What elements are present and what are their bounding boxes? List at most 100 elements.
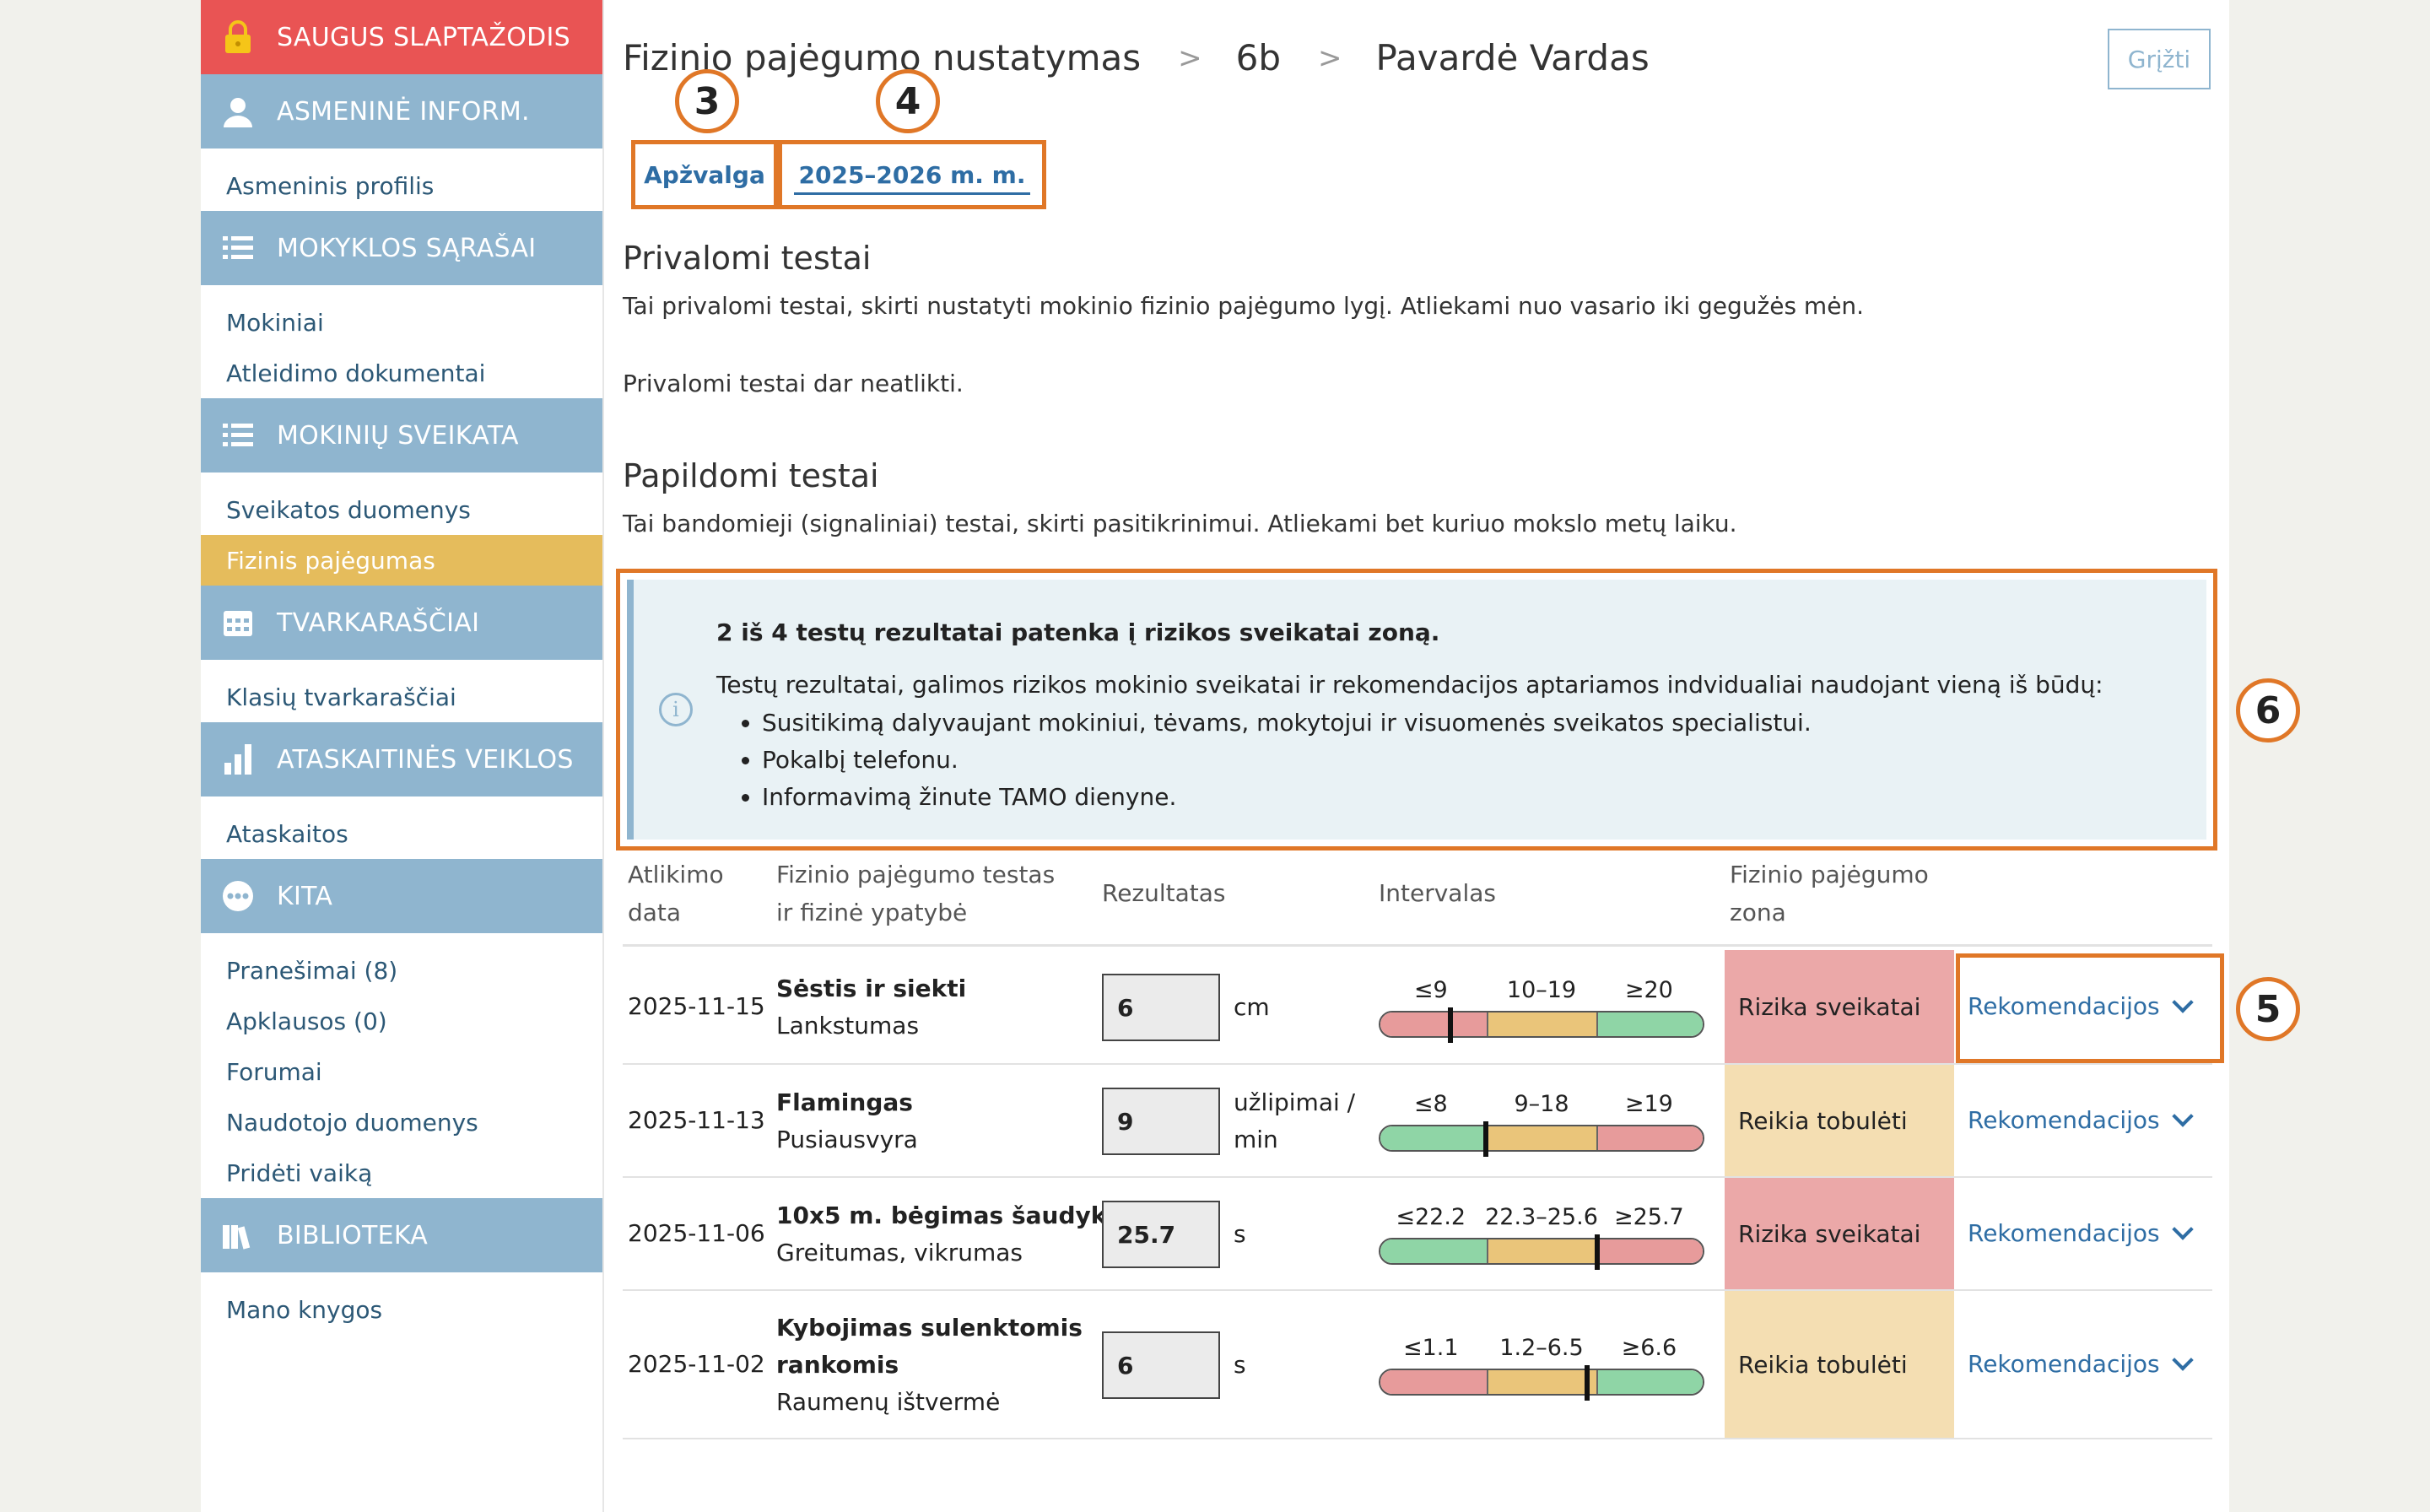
recommendations-label: Rekomendacijos xyxy=(1968,1106,2160,1134)
mandatory-tests-status: Privalomi testai dar neatlikti. xyxy=(623,370,964,397)
sidebar-section-label: ASMENINĖ INFORM. xyxy=(277,96,530,127)
result-unit: s xyxy=(1234,1347,1246,1384)
interval-label: ≥6.6 xyxy=(1621,1335,1677,1361)
header-test-line: Fizinio pajėgumo testas xyxy=(776,861,1056,888)
user-icon xyxy=(219,93,256,130)
unit-line: užlipimai / xyxy=(1234,1088,1356,1116)
interval-segment xyxy=(1596,1370,1703,1394)
annotation-marker-3: 3 xyxy=(675,69,739,133)
tab-school-year[interactable]: 2025–2026 m. m. xyxy=(778,140,1046,209)
sidebar-item[interactable]: Naudotojo duomenys xyxy=(226,1108,478,1137)
chevron-down-icon xyxy=(2171,1104,2194,1127)
sidebar-item[interactable]: Klasių tvarkaraščiai xyxy=(226,683,456,711)
recommendations-label: Rekomendacijos xyxy=(1968,992,2160,1020)
header-interval: Intervalas xyxy=(1379,879,1496,907)
recommendations-toggle[interactable]: Rekomendacijos xyxy=(1968,1348,2194,1378)
result-unit: cm xyxy=(1234,989,1270,1026)
interval-bar xyxy=(1379,1238,1704,1265)
test-quality: Raumenų ištvermė xyxy=(776,1388,1001,1416)
row-date: 2025-11-02 xyxy=(628,1350,765,1378)
sidebar-section-6[interactable]: BIBLIOTEKA xyxy=(201,1198,602,1272)
bar-chart-icon xyxy=(219,741,256,778)
result-input[interactable]: 6 xyxy=(1102,1331,1220,1399)
test-quality: Pusiausvyra xyxy=(776,1126,918,1153)
chevron-right-icon: > xyxy=(1178,40,1202,75)
test-name: rankomis xyxy=(776,1351,899,1379)
additional-tests-title: Papildomi testai xyxy=(623,457,879,494)
sidebar-item[interactable]: Pridėti vaiką xyxy=(226,1158,373,1187)
recommendations-label: Rekomendacijos xyxy=(1968,1350,2160,1378)
result-input[interactable]: 6 xyxy=(1102,974,1220,1041)
sidebar-item[interactable]: Sveikatos duomenys xyxy=(226,495,471,524)
padlock-icon xyxy=(219,19,256,56)
fitness-zone-badge: Reikia tobulėti xyxy=(1725,1065,1954,1176)
interval-label: 22.3–25.6 xyxy=(1485,1204,1598,1230)
sidebar-section-5[interactable]: KITA xyxy=(201,859,602,933)
header-zone: Fizinio pajėgumo zona xyxy=(1730,856,1929,932)
row-test: 10x5 m. bėgimas šaudykle Greitumas, vikru… xyxy=(776,1197,1131,1272)
sidebar-spacer xyxy=(201,796,602,808)
sidebar-item[interactable]: Forumai xyxy=(226,1057,322,1086)
breadcrumb-item-class[interactable]: 6b xyxy=(1235,37,1282,78)
interval-label: 9–18 xyxy=(1514,1091,1569,1117)
breadcrumb-item-student: Pavardė Vardas xyxy=(1375,37,1650,78)
result-input[interactable]: 9 xyxy=(1102,1088,1220,1155)
interval-scale: ≤22.2 22.3–25.6 ≥25.7 xyxy=(1379,1204,1704,1270)
result-input[interactable]: 25.7 xyxy=(1102,1201,1220,1268)
sidebar-item[interactable]: Apklausos (0) xyxy=(226,1007,387,1035)
result-marker xyxy=(1447,1007,1453,1043)
sidebar-section-3[interactable]: TVARKARAŠČIAI xyxy=(201,586,602,660)
recommendations-toggle[interactable]: Rekomendacijos xyxy=(1968,1104,2194,1134)
header-result: Rezultatas xyxy=(1102,879,1226,907)
tab-overview[interactable]: Apžvalga xyxy=(631,140,778,209)
risk-alert: i 2 iš 4 testų rezultatai patenka į rizi… xyxy=(627,580,2206,840)
alert-list-item: Susitikimą dalyvaujant mokiniui, tėvams,… xyxy=(762,705,1812,742)
sidebar-item[interactable]: Mano knygos xyxy=(226,1295,383,1324)
recommendations-toggle[interactable]: Rekomendacijos xyxy=(1968,991,2194,1020)
row-date: 2025-11-13 xyxy=(628,1106,765,1134)
sidebar-section-2[interactable]: MOKINIŲ SVEIKATA xyxy=(201,398,602,472)
table-row: 2025-11-15 Sėstis ir siekti Lankstumas 6 cm ≤… xyxy=(623,950,2212,1065)
tab-overview-label: Apžvalga xyxy=(644,160,765,189)
header-test-line: ir fizinė ypatybė xyxy=(776,899,968,926)
interval-label: ≥19 xyxy=(1624,1091,1673,1117)
sidebar-section-label: MOKYKLOS SĄRAŠAI xyxy=(277,233,537,263)
interval-bar xyxy=(1379,1125,1704,1152)
sidebar-item[interactable]: Fizinis pajėgumas xyxy=(201,535,602,586)
sidebar-section-label: MOKINIŲ SVEIKATA xyxy=(277,420,519,451)
sidebar-section-label: ATASKAITINĖS VEIKLOS xyxy=(277,744,574,775)
interval-segment xyxy=(1596,1239,1703,1263)
recommendations-toggle[interactable]: Rekomendacijos xyxy=(1968,1218,2194,1247)
interval-bar xyxy=(1379,1369,1704,1396)
secure-password-button[interactable]: SAUGUS SLAPTAŽODIS xyxy=(201,0,602,74)
header-test: Fizinio pajėgumo testas ir fizinė ypatybė xyxy=(776,856,1055,932)
sidebar-section-0[interactable]: ASMENINĖ INFORM. xyxy=(201,74,602,148)
sidebar-section-label: BIBLIOTEKA xyxy=(277,1220,429,1250)
back-button[interactable]: Grįžti xyxy=(2108,29,2211,89)
sidebar-item[interactable]: Ataskaitos xyxy=(226,819,348,848)
annotation-marker-5: 5 xyxy=(2236,977,2300,1041)
sidebar-item[interactable]: Pranešimai (8) xyxy=(226,956,398,985)
sidebar-spacer xyxy=(201,933,602,945)
sidebar-spacer xyxy=(201,148,602,160)
row-test: Kybojimas sulenktomis rankomis Raumenų išt… xyxy=(776,1310,1083,1421)
sidebar-item[interactable]: Mokiniai xyxy=(226,308,324,337)
sidebar-spacer xyxy=(201,472,602,484)
sidebar-section-1[interactable]: MOKYKLOS SĄRAŠAI xyxy=(201,211,602,285)
sidebar-spacer xyxy=(201,1272,602,1284)
result-marker xyxy=(1483,1121,1489,1157)
sidebar-section-4[interactable]: ATASKAITINĖS VEIKLOS xyxy=(201,722,602,796)
header-zone-line: Fizinio pajėgumo xyxy=(1730,861,1929,888)
row-date: 2025-11-15 xyxy=(628,992,765,1020)
unit-line: min xyxy=(1234,1126,1278,1153)
fitness-zone-badge: Rizika sveikatai xyxy=(1725,1178,1954,1289)
interval-scale: ≤1.1 1.2–6.5 ≥6.6 xyxy=(1379,1335,1704,1401)
sidebar-item[interactable]: Asmeninis profilis xyxy=(226,171,435,200)
info-icon: i xyxy=(659,693,693,726)
interval-label: 1.2–6.5 xyxy=(1499,1335,1584,1361)
sidebar-item[interactable]: Atleidimo dokumentai xyxy=(226,359,486,387)
row-test: Sėstis ir siekti Lankstumas xyxy=(776,970,966,1045)
fitness-zone-badge: Reikia tobulėti xyxy=(1725,1291,1954,1438)
interval-scale: ≤8 9–18 ≥19 xyxy=(1379,1091,1704,1157)
row-date: 2025-11-06 xyxy=(628,1219,765,1247)
